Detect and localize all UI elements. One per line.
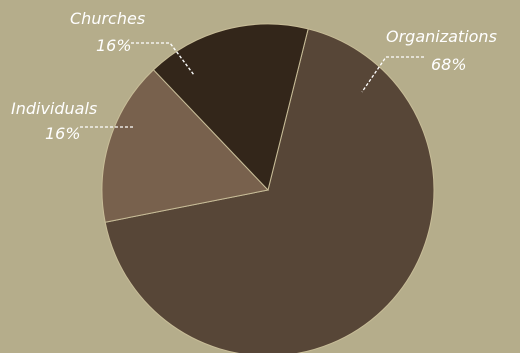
slice-label-churches: Churches xyxy=(70,9,145,28)
slice-label-individuals: Individuals xyxy=(11,99,97,118)
pie-slice-individuals xyxy=(101,69,269,223)
slice-value-individuals: 16% xyxy=(45,124,81,143)
slice-value-churches: 16% xyxy=(96,36,132,55)
pie-slice-organizations xyxy=(104,28,435,353)
leader-line-churches xyxy=(131,42,195,76)
pie-slices xyxy=(101,23,435,353)
individuals-label-group: Individuals 16% xyxy=(11,99,134,143)
pie-slice-churches xyxy=(152,23,309,192)
leader-line-organizations xyxy=(361,56,424,93)
slice-label-organizations: Organizations xyxy=(386,27,497,46)
churches-label-group: Churches 16% xyxy=(70,9,195,76)
slice-value-organizations: 68% xyxy=(431,55,467,74)
organizations-label-group: Organizations 68% xyxy=(361,27,497,93)
